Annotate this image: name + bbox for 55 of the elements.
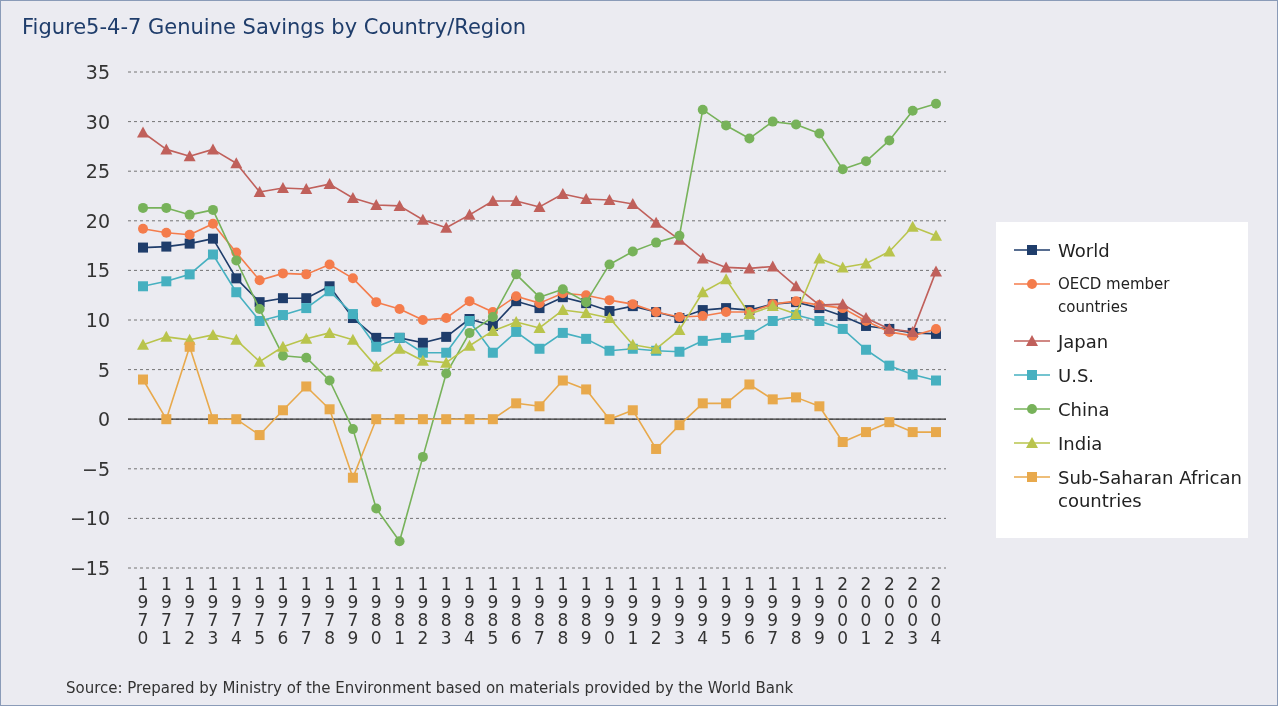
x-tick-label: 1980	[370, 574, 382, 648]
x-tick-label: 2000	[837, 574, 849, 648]
y-tick-label: 15	[85, 259, 110, 282]
source-note: Source: Prepared by Ministry of the Environment based on materials provided by the World Bank	[66, 679, 794, 697]
x-tick-label: 2001	[860, 574, 872, 648]
x-tick-label: 1997	[767, 574, 779, 648]
x-tick-label: 1981	[394, 574, 405, 648]
x-tick-label: 1973	[207, 574, 219, 648]
y-tick-label: 0	[97, 408, 110, 431]
x-tick-label: 1996	[744, 574, 755, 648]
chart-title: Figure5-4-7 Genuine Savings by Country/Region	[22, 15, 527, 39]
x-tick-label: 1978	[324, 574, 335, 648]
y-tick-label: 5	[97, 358, 110, 381]
x-tick-label: 1979	[347, 574, 359, 648]
y-tick-label: 30	[85, 110, 110, 133]
x-tick-label: 1989	[580, 574, 592, 648]
x-tick-label: 1994	[697, 574, 709, 648]
y-tick-label: −5	[81, 457, 110, 480]
x-tick-label: 1987	[534, 574, 545, 648]
legend-label: India	[1058, 432, 1103, 454]
legend-label: Japan	[1057, 330, 1109, 352]
y-tick-label: 35	[85, 61, 110, 83]
x-tick-label: 1992	[650, 574, 662, 648]
x-tick-label: 1982	[417, 574, 429, 648]
x-tick-label: 2002	[883, 574, 895, 648]
y-tick-label: −15	[69, 557, 110, 579]
x-tick-label: 1970	[137, 574, 149, 648]
x-tick-label: 1977	[300, 574, 312, 648]
x-tick-label: 1983	[440, 574, 452, 648]
legend-label: Sub-Saharan African countries	[1058, 466, 1242, 511]
x-tick-label: 1974	[230, 574, 242, 648]
y-tick-label: 10	[85, 309, 110, 331]
y-tick-label: 20	[85, 209, 110, 232]
x-tick-label: 1976	[277, 574, 289, 648]
x-tick-label: 1995	[720, 574, 732, 648]
x-tick-label: 1971	[160, 574, 172, 648]
legend-label: OECD member countries	[1058, 275, 1171, 316]
x-tick-label: 1972	[184, 574, 196, 648]
x-tick-label: 1985	[487, 574, 499, 648]
x-tick-label: 1991	[627, 574, 639, 648]
x-tick-label: 1990	[604, 574, 615, 648]
x-tick-label: 2004	[930, 574, 942, 648]
x-tick-label: 1988	[557, 574, 569, 648]
y-tick-label: −10	[69, 507, 110, 530]
x-tick-label: 1975	[254, 574, 266, 648]
x-tick-label: 1999	[813, 574, 825, 648]
legend-label: U.S.	[1058, 364, 1095, 386]
legend-label: World	[1058, 239, 1110, 261]
x-tick-label: 1986	[510, 574, 522, 648]
x-tick-label: 1984	[464, 574, 475, 648]
x-tick-label: 1998	[790, 574, 802, 648]
x-tick-label: 2003	[907, 574, 919, 648]
x-tick-label: 1993	[674, 574, 685, 648]
legend-label: China	[1058, 398, 1110, 420]
y-tick-label: 25	[85, 160, 110, 183]
